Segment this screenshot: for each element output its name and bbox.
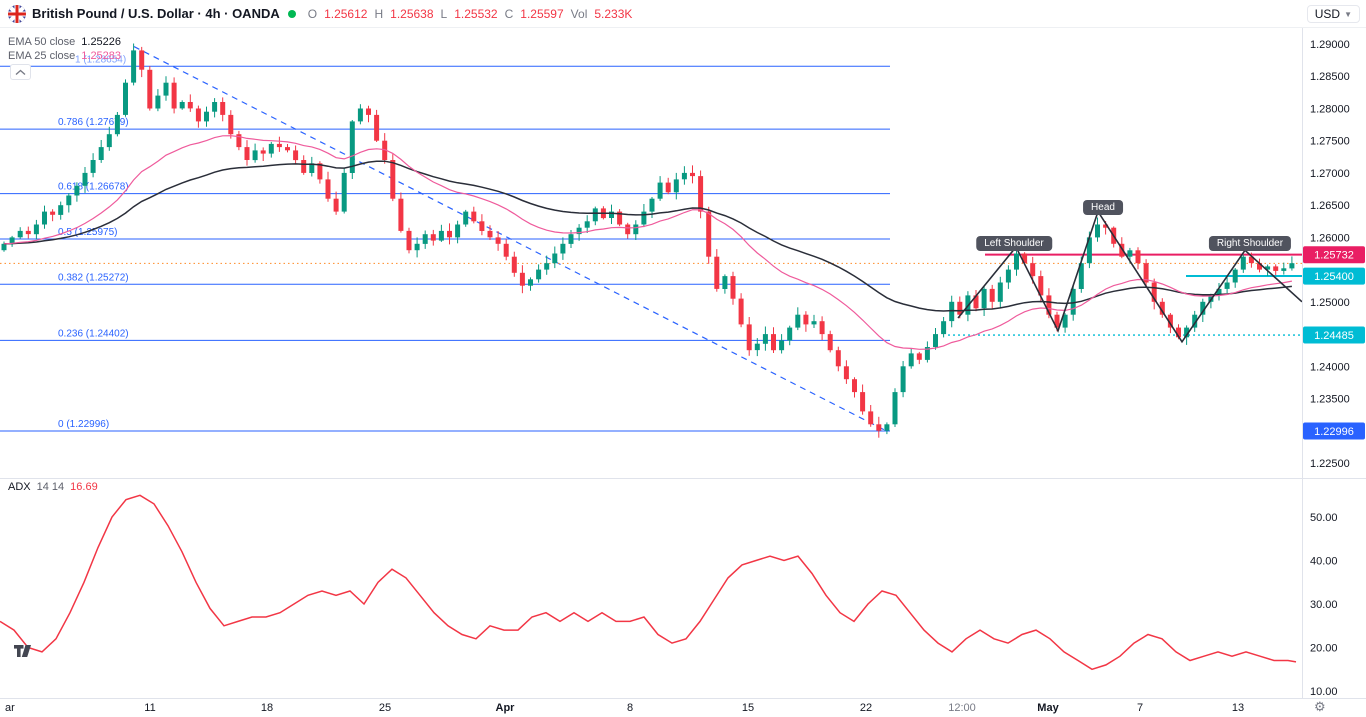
price-level-label-text: 1.24485 [1314,330,1354,342]
price-axis-tick: 1.24000 [1310,361,1350,373]
ema-25-line[interactable] [3,135,1293,350]
fib-level-label: 1 (1.28654) [75,54,126,65]
price-axis-tick: 1.25000 [1310,297,1350,309]
adx-axis-tick: 50.00 [1310,512,1338,524]
time-axis-settings-gear-icon[interactable]: ⚙ [1314,699,1326,714]
time-axis-label: ar [5,702,15,714]
time-axis-label: 12:00 [948,702,976,714]
price-level-label-text: 1.25732 [1314,250,1354,262]
volume-value: 5.233K [594,6,633,21]
price-axis-tick: 1.27500 [1310,136,1350,148]
price-level-label-text: 1.25400 [1314,271,1354,283]
price-axis-tick: 1.28500 [1310,71,1350,83]
close-label: C [504,6,514,21]
ema25-label: EMA 25 close [8,50,76,62]
time-axis-label: 22 [860,702,872,714]
adx-axis-tick: 20.00 [1310,643,1338,655]
price-axis-currency-dropdown[interactable]: USD ▼ [1306,5,1360,23]
price-axis-tick: 1.26000 [1310,232,1350,244]
price-axis-tick: 1.26500 [1310,200,1350,212]
time-axis-label: May [1037,702,1059,714]
fib-level-label: 0.5 (1.25975) [58,227,118,238]
legend-ema25[interactable]: EMA 25 close 1.25283 [8,50,121,62]
collapse-indicators-button[interactable] [10,64,31,80]
adx-axis-tick: 40.00 [1310,556,1338,568]
fib-level-label: 0.786 (1.27679) [58,117,129,128]
price-axis-tick: 1.29000 [1310,39,1350,51]
price-axis-tick: 1.27000 [1310,168,1350,180]
adx-value: 16.69 [70,481,98,493]
price-axis-tick: 1.23500 [1310,394,1350,406]
high-value: 1.25638 [390,6,434,21]
low-value: 1.25532 [454,6,498,21]
adx-line[interactable] [0,494,1297,671]
chart-toolbar: British Pound / U.S. Dollar · 4h · OANDA… [0,0,1366,28]
price-level-label [1303,267,1365,285]
chevron-up-icon [15,69,26,75]
price-axis-tick: 1.28000 [1310,103,1350,115]
volume-label: Vol [570,6,588,21]
time-axis-label: 18 [261,702,273,714]
fib-level-label: 0.236 (1.24402) [58,328,129,339]
annotation-head[interactable]: Head [1083,200,1123,215]
ema50-value: 1.25226 [81,36,122,48]
fib-retracement[interactable]: 1 (1.28654) 0.786 (1.27679) 0.618 (1.26678… [0,54,890,432]
high-label: H [374,6,384,21]
price-axis-tick: 1.22500 [1310,458,1350,470]
adx-axis-tick: 30.00 [1310,599,1338,611]
ema25-value: 1.25283 [81,50,122,62]
annotation-right-shoulder[interactable]: Right Shoulder [1208,236,1292,251]
time-axis-label: 25 [379,702,391,714]
trendline[interactable] [133,46,887,432]
legend-ema50[interactable]: EMA 50 close 1.25226 [8,36,121,48]
price-level-label [1303,326,1365,344]
ema-50-line[interactable] [3,160,1292,312]
time-axis-label: 13 [1232,702,1244,714]
tradingview-logo[interactable] [14,644,38,663]
open-value: 1.25612 [324,6,368,21]
symbol-flag-icon[interactable] [8,4,26,23]
time-axis-label: 7 [1137,702,1143,714]
time-axis-label: 8 [627,702,633,714]
chevron-down-icon: ▼ [1344,9,1352,19]
close-value: 1.25597 [520,6,564,21]
fib-level-label: 0 (1.22996) [58,419,109,430]
adx-axis-tick: 10.00 [1310,686,1338,698]
annotation-left-shoulder[interactable]: Left Shoulder [976,236,1052,251]
low-label: L [440,6,448,21]
price-level-label-text: 1.22996 [1314,426,1354,438]
market-status-dot[interactable] [287,9,296,18]
price-level-label [1303,246,1365,264]
adx-label: ADX [8,481,31,493]
adx-params: 14 14 [36,481,65,493]
symbol-title[interactable]: British Pound / U.S. Dollar · 4h · OANDA [32,6,280,21]
time-axis-label: 11 [144,702,155,714]
legend-adx[interactable]: ADX 14 14 16.69 [8,481,98,493]
currency-label: USD [1314,7,1341,21]
time-axis-label: 15 [742,702,754,714]
candles [1,43,1295,438]
time-axis-label: Apr [496,702,516,714]
ohlc-readout: O 1.25612 H 1.25638 L 1.25532 C 1.25597 Vol 5… [308,7,633,21]
open-label: O [307,6,318,21]
fib-level-label: 0.618 (1.26678) [58,182,129,193]
ema50-label: EMA 50 close [8,36,76,48]
fib-level-label: 0.382 (1.25272) [58,272,129,283]
price-level-label [1303,422,1365,440]
